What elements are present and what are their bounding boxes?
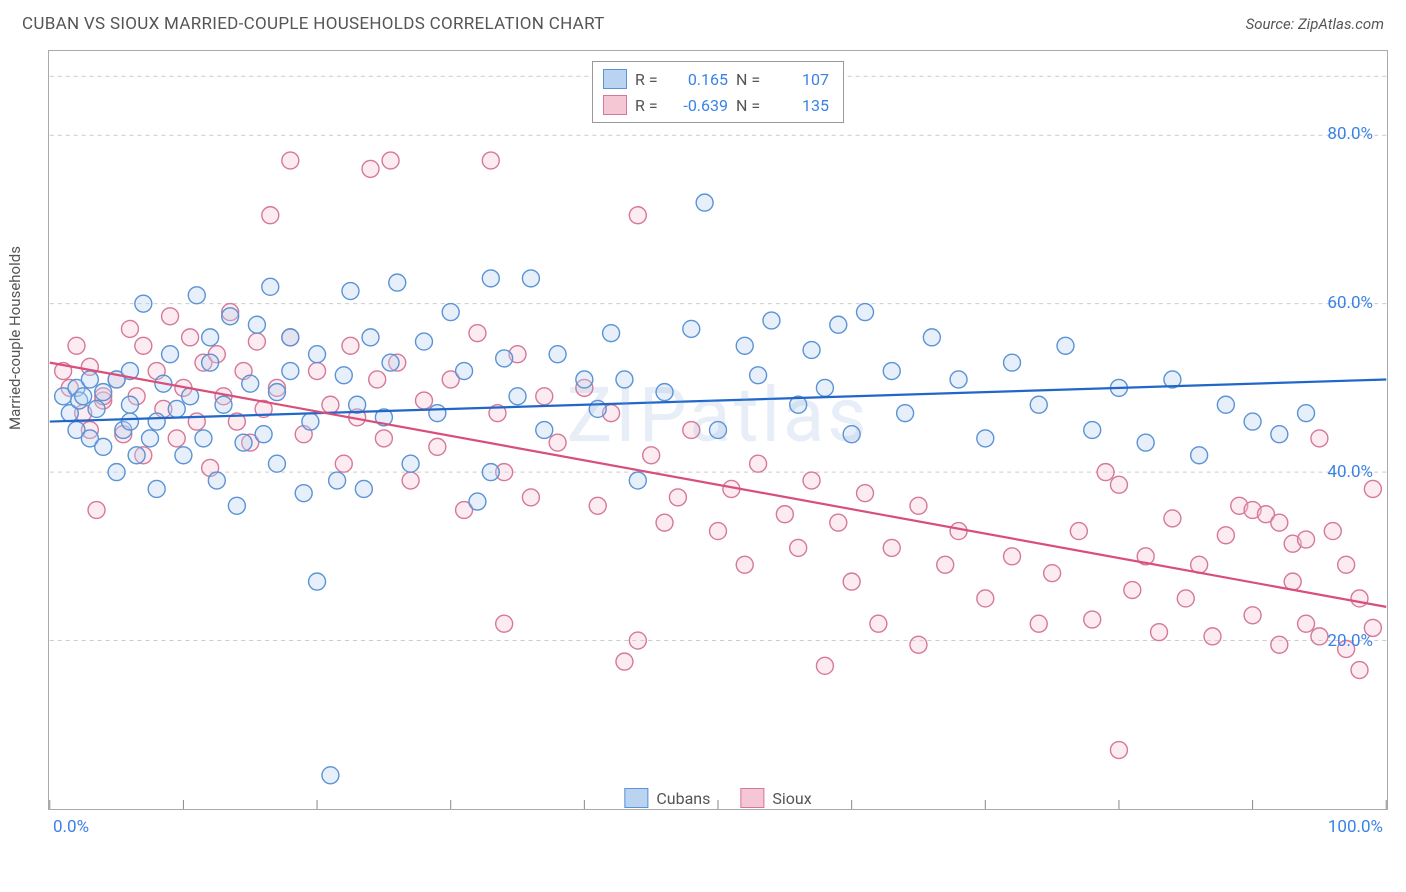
x-tick-0: 0.0% — [53, 817, 89, 837]
y-tick-40: 40.0% — [1327, 462, 1373, 482]
swatch-sioux-icon — [740, 788, 764, 808]
r-value-cubans: 0.165 — [673, 70, 728, 89]
y-tick-60: 60.0% — [1327, 293, 1373, 313]
legend-label-sioux: Sioux — [772, 789, 811, 808]
series-legend: Cubans Sioux — [624, 788, 811, 808]
swatch-sioux — [603, 95, 627, 115]
r-label: R = — [635, 96, 665, 115]
chart-plot-area: ZIPatlas R = 0.165 N = 107 R = -0.639 N … — [48, 50, 1388, 810]
n-label: N = — [736, 96, 766, 115]
y-axis-label: Married-couple Households — [6, 246, 24, 430]
swatch-cubans-icon — [624, 788, 648, 808]
n-value-sioux: 135 — [774, 96, 829, 115]
r-value-sioux: -0.639 — [673, 96, 728, 115]
x-tick-100: 100.0% — [1328, 817, 1383, 837]
legend-item-cubans: Cubans — [624, 788, 710, 808]
r-label: R = — [635, 70, 665, 89]
scatter-chart-svg — [49, 51, 1387, 809]
y-tick-80: 80.0% — [1327, 124, 1373, 144]
n-label: N = — [736, 70, 766, 89]
legend-label-cubans: Cubans — [656, 789, 710, 808]
chart-title: CUBAN VS SIOUX MARRIED-COUPLE HOUSEHOLDS… — [22, 14, 605, 34]
correlation-stats-legend: R = 0.165 N = 107 R = -0.639 N = 135 — [592, 61, 844, 123]
legend-item-sioux: Sioux — [740, 788, 811, 808]
source-attribution: Source: ZipAtlas.com — [1246, 15, 1384, 33]
n-value-cubans: 107 — [774, 70, 829, 89]
y-tick-20: 20.0% — [1327, 631, 1373, 651]
stats-row-cubans: R = 0.165 N = 107 — [603, 66, 829, 92]
stats-row-sioux: R = -0.639 N = 135 — [603, 92, 829, 118]
swatch-cubans — [603, 69, 627, 89]
